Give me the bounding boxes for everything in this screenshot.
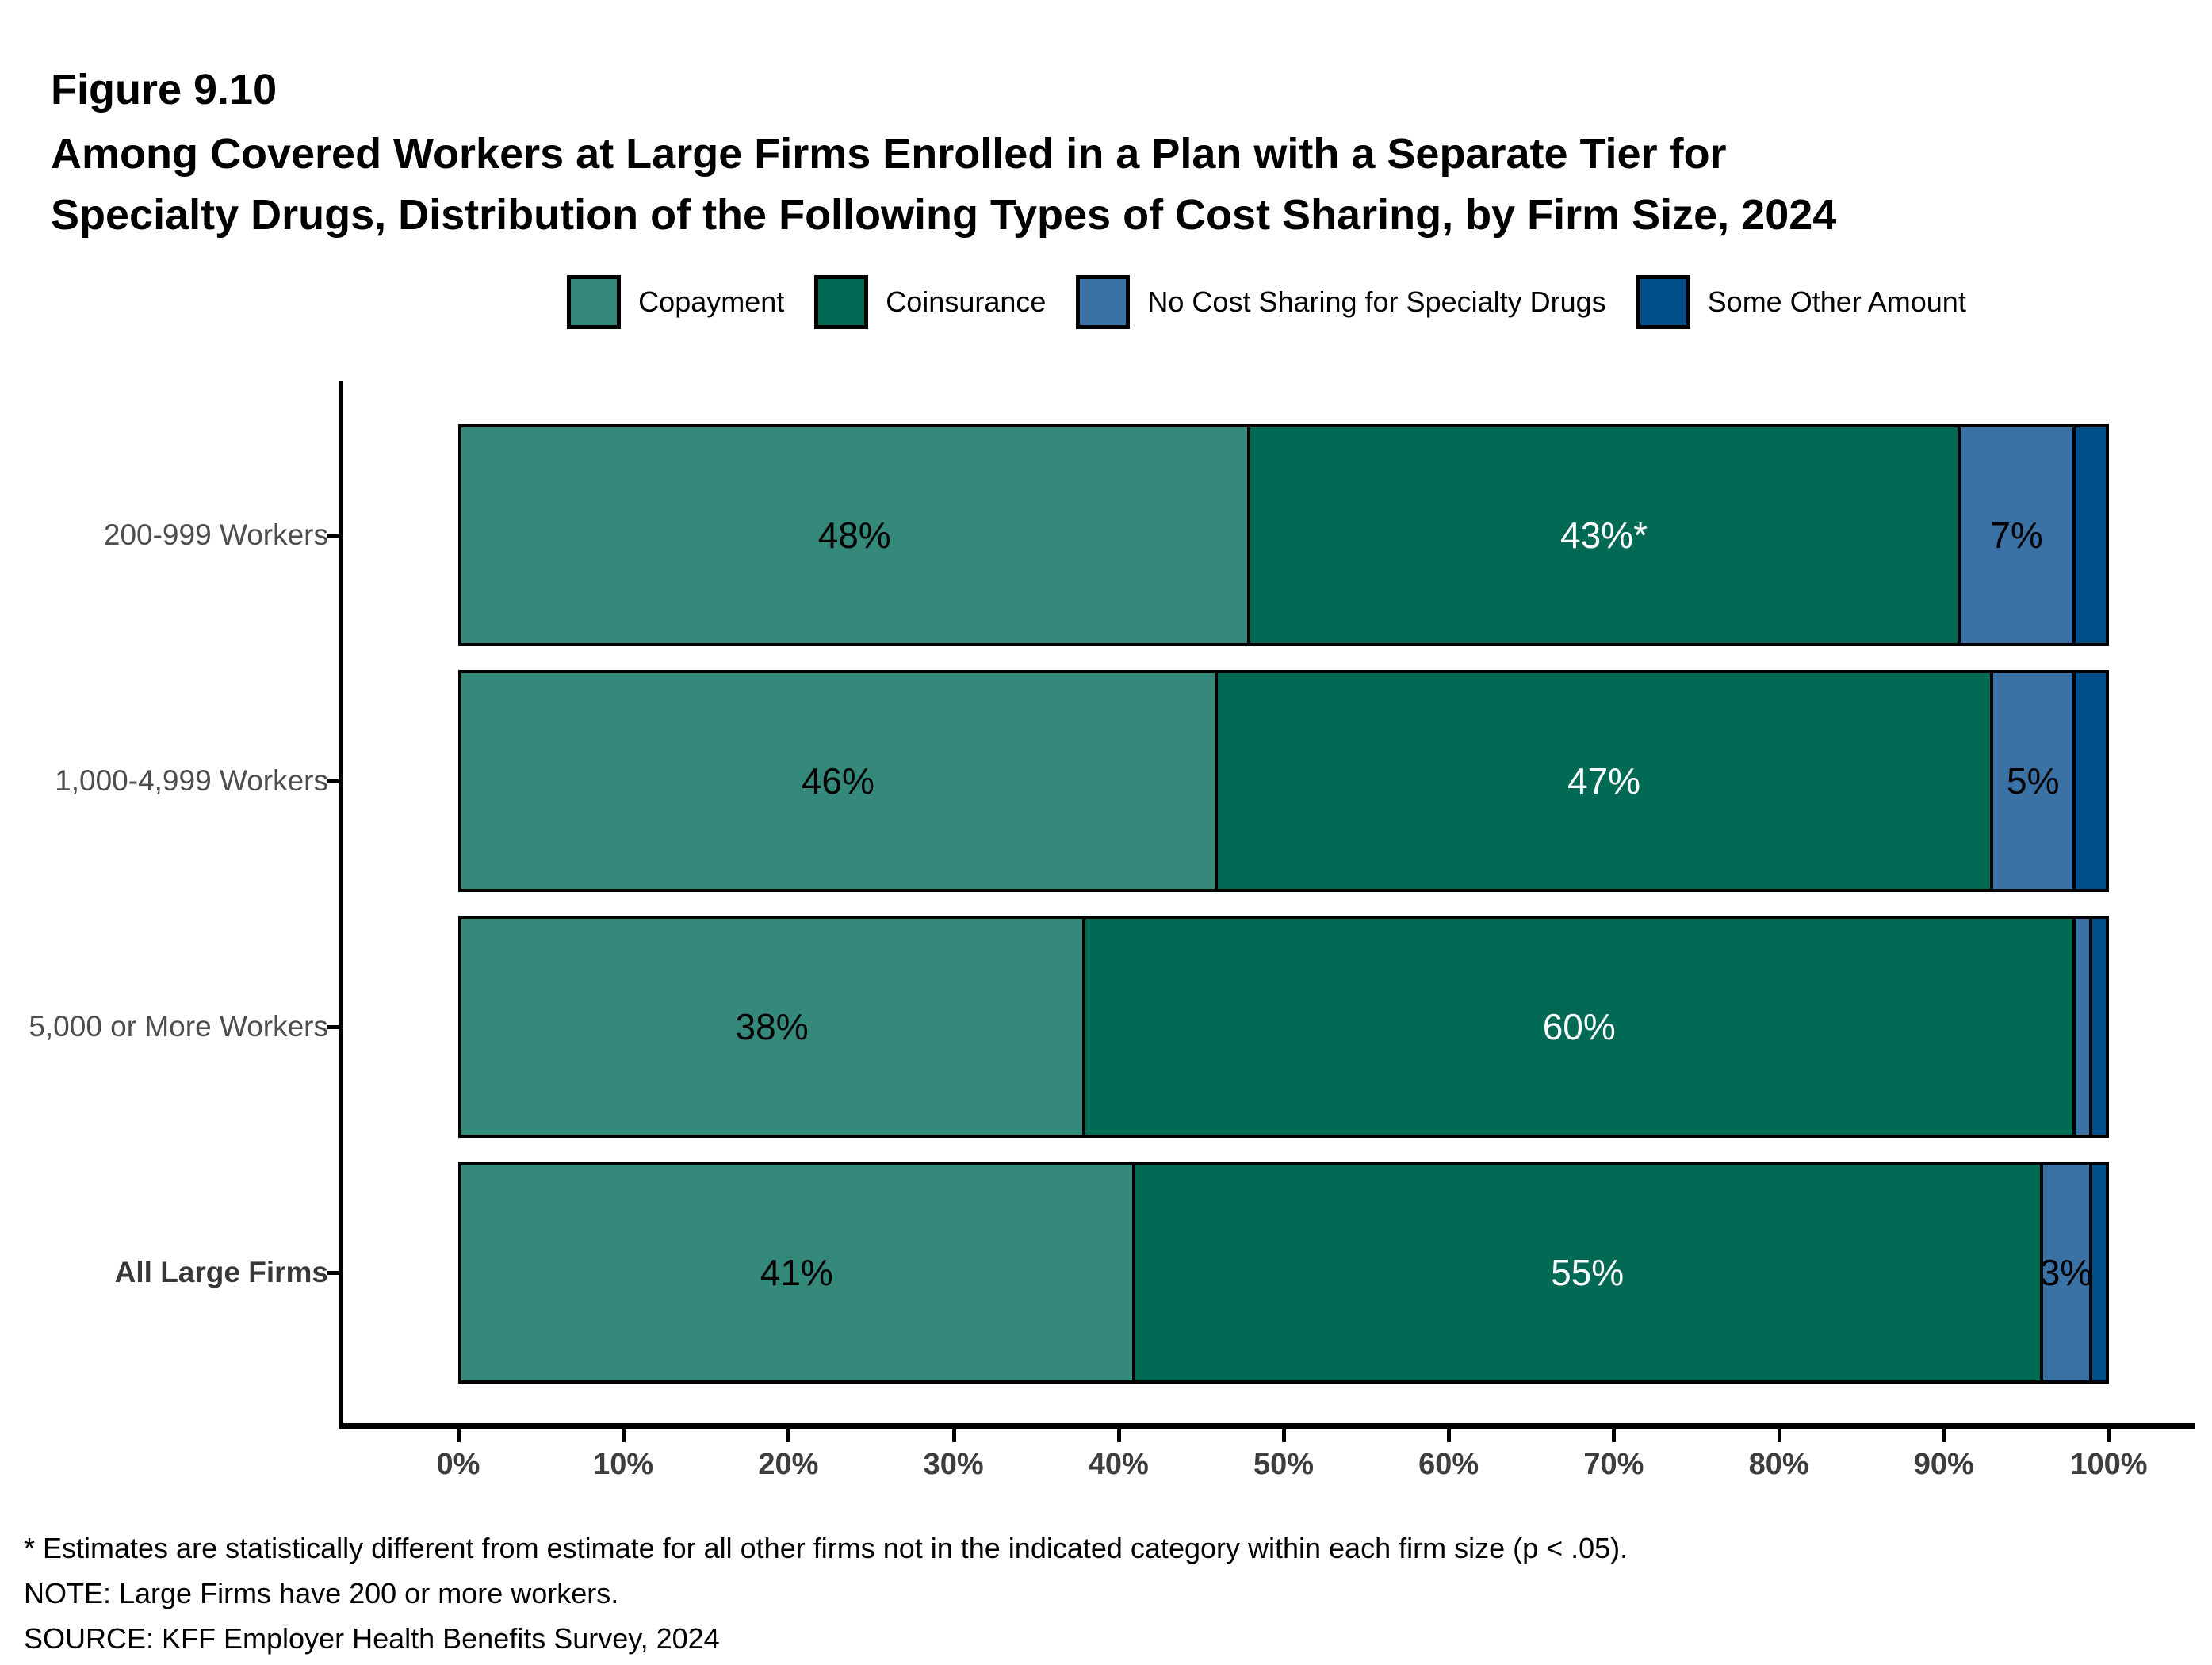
bar-value-label: 55% [1551, 1252, 1625, 1293]
bar-row-all-large-firms: 41% 55% 3% [458, 1162, 2109, 1384]
bar-value-label: 3% [2039, 1252, 2093, 1293]
legend: Copayment Coinsurance No Cost Sharing for … [339, 270, 2195, 335]
x-tick-mark [2107, 1429, 2111, 1442]
x-tick-label: 40% [1088, 1448, 1149, 1481]
legend-label: Some Other Amount [1707, 285, 1966, 318]
y-tick-mark [327, 1271, 339, 1275]
bar-segment-copayment: 38% [458, 916, 1086, 1138]
legend-item-no-cost-sharing-for-specialty-drugs: No Cost Sharing for Specialty Drugs [1076, 275, 1606, 329]
footnote-note: NOTE: Large Firms have 200 or more worke… [24, 1577, 619, 1610]
bar-segment-no-cost-sharing-for-specialty-drugs: 5% [1993, 670, 2076, 892]
bar-segment-some-other-amount [2092, 1162, 2109, 1384]
y-category-label-200-999-workers: 200-999 Workers [103, 519, 328, 551]
bar-segment-coinsurance: 60% [1085, 916, 2076, 1138]
x-tick-label: 100% [2070, 1448, 2148, 1481]
y-category-label-all-large-firms: All Large Firms [114, 1256, 328, 1288]
bar-value-label: 7% [1990, 515, 2043, 556]
x-tick-mark [786, 1429, 791, 1442]
legend-item-some-other-amount: Some Other Amount [1636, 275, 1966, 329]
bar-value-label: 41% [760, 1252, 833, 1293]
legend-swatch-coinsurance [814, 275, 869, 329]
x-axis-line [339, 1423, 2195, 1429]
x-tick-mark [457, 1429, 461, 1442]
legend-swatch-no-cost-sharing-for-specialty-drugs [1076, 275, 1131, 329]
y-axis-line [339, 381, 343, 1429]
x-tick-mark [1282, 1429, 1286, 1442]
y-category-label-5-000-or-more-workers: 5,000 or More Workers [29, 1010, 328, 1043]
bar-value-label: 38% [735, 1006, 809, 1047]
y-tick-mark [327, 534, 339, 538]
footnotes: * Estimates are statistically different … [24, 1532, 1628, 1665]
bar-segment-some-other-amount [2076, 670, 2109, 892]
bar-segment-no-cost-sharing-for-specialty-drugs [2076, 916, 2093, 1138]
footnote-asterisk: * Estimates are statistically different … [24, 1532, 1628, 1564]
legend-label: No Cost Sharing for Specialty Drugs [1147, 285, 1606, 318]
x-tick-mark [951, 1429, 956, 1442]
bar-segment-coinsurance: 43%* [1250, 424, 1961, 646]
legend-swatch-some-other-amount [1636, 275, 1690, 329]
x-tick-label: 30% [923, 1448, 984, 1481]
chart-title-line-2: Specialty Drugs, Distribution of the Fol… [51, 191, 1837, 239]
bar-value-label: 46% [801, 760, 874, 802]
bar-segment-copayment: 41% [458, 1162, 1135, 1384]
x-tick-label: 80% [1748, 1448, 1809, 1481]
x-tick-mark [1116, 1429, 1121, 1442]
bar-segment-some-other-amount [2076, 424, 2109, 646]
x-tick-mark [1612, 1429, 1617, 1442]
bar-row-1-000-4-999-workers: 46% 47% 5% [458, 670, 2109, 892]
x-tick-label: 20% [758, 1448, 819, 1481]
bar-segment-some-other-amount [2092, 916, 2109, 1138]
bar-value-label: 43%* [1560, 515, 1648, 556]
y-category-label-1-000-4-999-workers: 1,000-4,999 Workers [55, 764, 328, 797]
x-tick-mark [622, 1429, 626, 1442]
x-tick-label: 0% [436, 1448, 480, 1481]
chart-title-line-1: Among Covered Workers at Large Firms Enr… [51, 130, 1727, 178]
x-tick-label: 70% [1583, 1448, 1644, 1481]
x-tick-mark [1942, 1429, 1946, 1442]
x-tick-label: 50% [1253, 1448, 1315, 1481]
bar-segment-no-cost-sharing-for-specialty-drugs: 7% [1960, 424, 2076, 646]
y-tick-mark [327, 779, 339, 783]
x-tick-label: 90% [1913, 1448, 1974, 1481]
legend-swatch-copayment [567, 275, 622, 329]
bar-row-5-000-or-more-workers: 38% 60% [458, 916, 2109, 1138]
legend-item-coinsurance: Coinsurance [814, 275, 1046, 329]
figure-number: Figure 9.10 [51, 66, 277, 113]
bar-value-label: 60% [1542, 1006, 1616, 1047]
bar-segment-copayment: 48% [458, 424, 1251, 646]
bar-segment-copayment: 46% [458, 670, 1218, 892]
bar-segment-coinsurance: 47% [1217, 670, 1994, 892]
y-tick-mark [327, 1025, 339, 1029]
legend-label: Coinsurance [886, 285, 1047, 318]
bar-value-label: 47% [1567, 760, 1641, 802]
x-tick-label: 60% [1418, 1448, 1479, 1481]
x-tick-label: 10% [593, 1448, 654, 1481]
bar-value-label: 48% [817, 515, 891, 556]
bar-segment-no-cost-sharing-for-specialty-drugs: 3% [2039, 1162, 2093, 1384]
bar-row-200-999-workers: 48% 43%* 7% [458, 424, 2109, 646]
x-tick-mark [1777, 1429, 1781, 1442]
footnote-source: SOURCE: KFF Employer Health Benefits Sur… [24, 1622, 720, 1655]
x-tick-mark [1447, 1429, 1452, 1442]
bar-segment-coinsurance: 55% [1135, 1162, 2043, 1384]
bar-value-label: 5% [2007, 760, 2060, 802]
legend-item-copayment: Copayment [567, 275, 784, 329]
legend-label: Copayment [638, 285, 785, 318]
